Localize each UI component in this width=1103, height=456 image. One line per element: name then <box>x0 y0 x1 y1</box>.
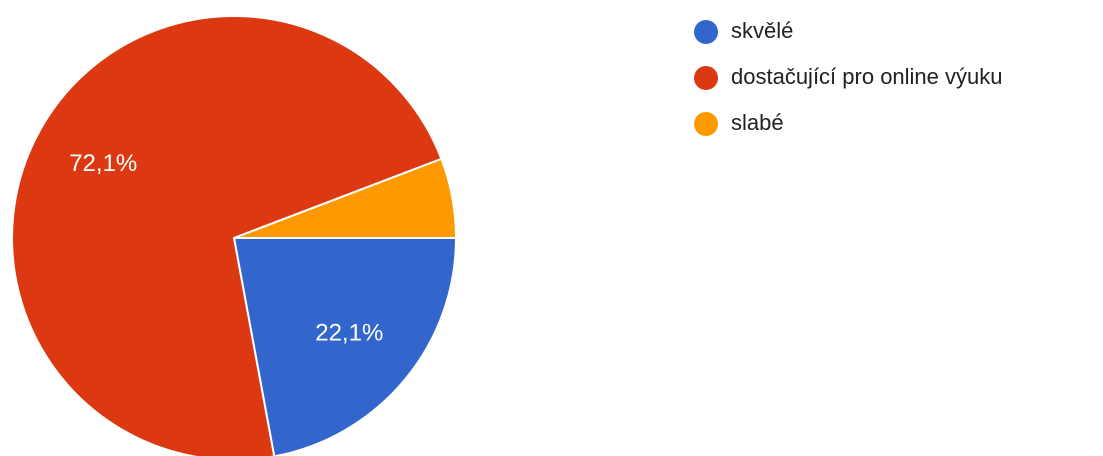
legend-label: dostačující pro online výuku <box>731 64 1003 89</box>
pie-slice <box>11 15 443 456</box>
legend-label: skvělé <box>731 18 793 43</box>
legend-label: slabé <box>731 110 784 135</box>
legend-swatch <box>694 20 718 44</box>
slice-label: 72,1% <box>69 150 137 177</box>
legend-swatch <box>694 66 718 90</box>
pie-slice <box>233 157 458 239</box>
legend-swatch <box>694 112 718 136</box>
slice-label: 22,1% <box>315 319 383 346</box>
pie-slice <box>232 237 458 456</box>
